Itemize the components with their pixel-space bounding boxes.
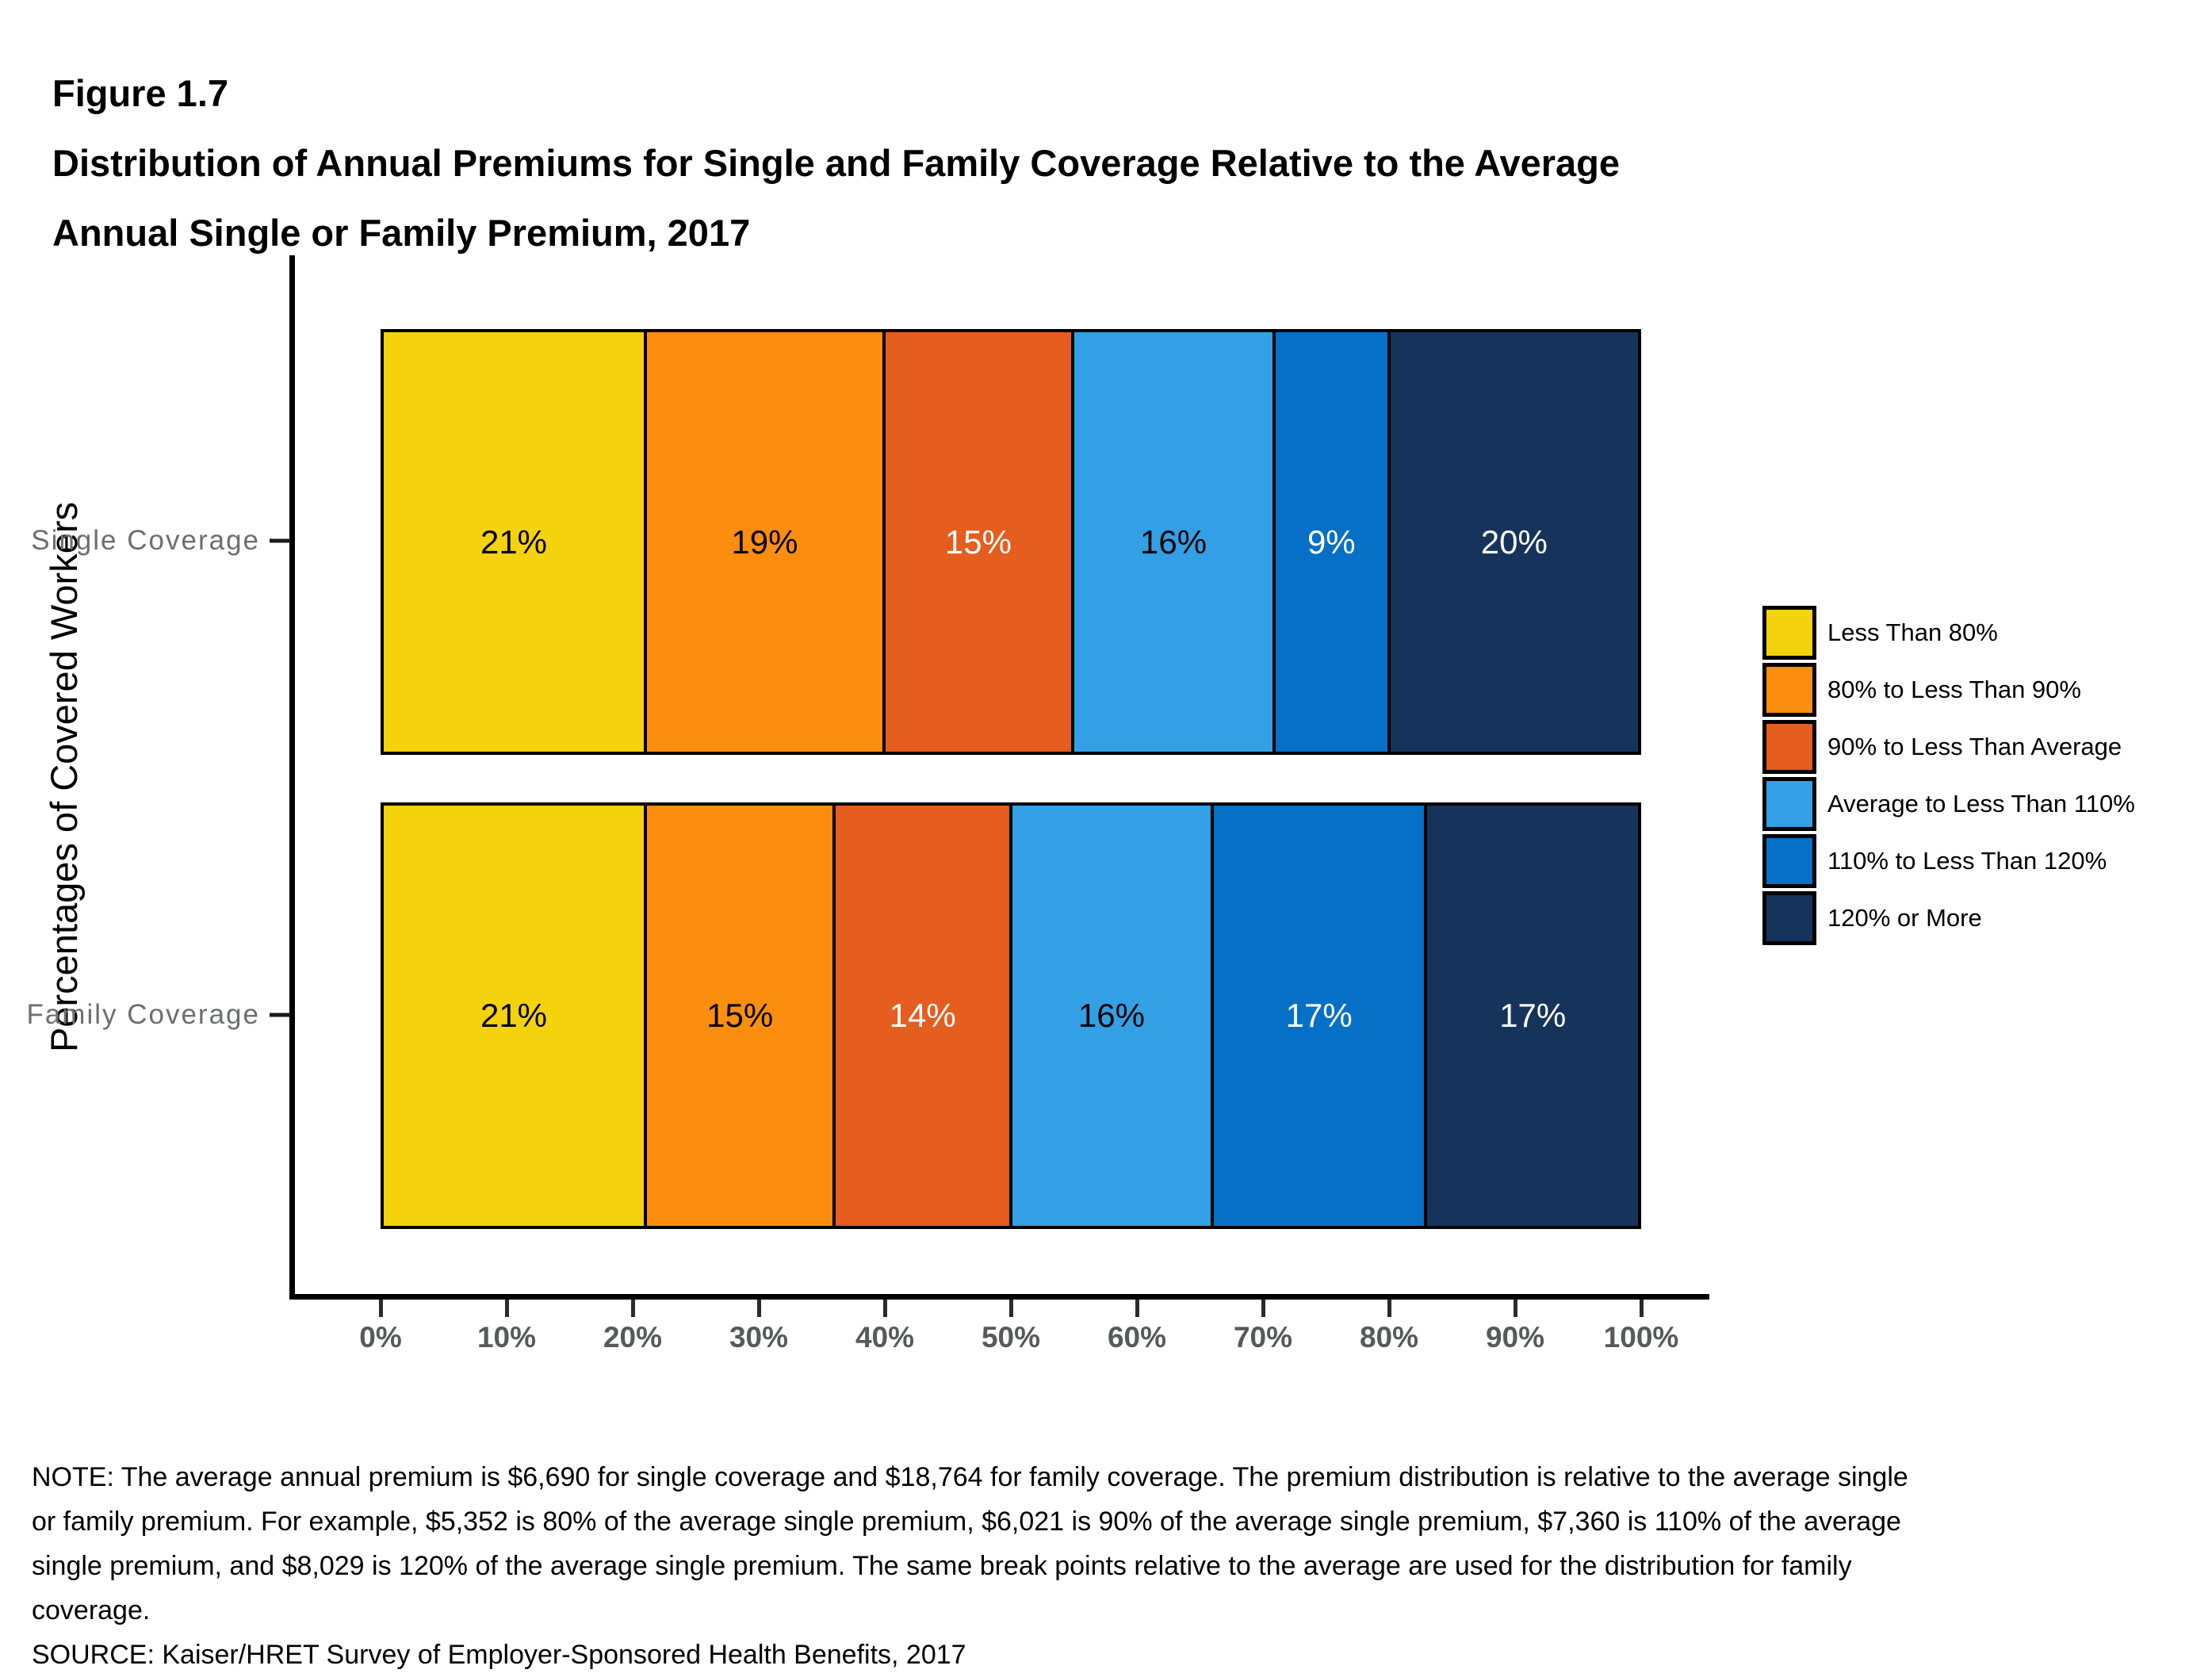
- x-axis-tick-8: [1387, 1300, 1391, 1317]
- x-axis-line: [289, 1294, 1709, 1300]
- x-axis-tick-0: [379, 1300, 383, 1317]
- figure-title-line-1: Distribution of Annual Premiums for Sing…: [52, 142, 1621, 184]
- legend-swatch-5: [1762, 891, 1816, 945]
- x-axis-tick-4: [883, 1300, 887, 1317]
- legend-entry-3: Average to Less Than 110%: [1762, 777, 2135, 831]
- x-axis-tick-7: [1261, 1300, 1265, 1317]
- x-axis-tick-label-4: 40%: [855, 1321, 915, 1353]
- x-axis-tick-label-2: 20%: [603, 1321, 663, 1353]
- bar-segment-family-coverage-series-5: 17%: [1424, 806, 1639, 1226]
- legend-label-5: 120% or More: [1827, 904, 1982, 932]
- x-axis-tick-label-10: 100%: [1603, 1321, 1679, 1353]
- bar-segment-value-label: 19%: [731, 523, 798, 561]
- x-axis-tick-6: [1135, 1300, 1139, 1317]
- source-text: SOURCE: Kaiser/HRET Survey of Employer-S…: [32, 1640, 966, 1670]
- bar-segment-value-label: 15%: [706, 997, 774, 1034]
- x-axis-tick-label-6: 60%: [1107, 1321, 1167, 1353]
- y-axis-tick-0: [270, 538, 290, 543]
- legend-entry-2: 90% to Less Than Average: [1762, 720, 2135, 774]
- legend-entry-1: 80% to Less Than 90%: [1762, 663, 2135, 717]
- x-axis-tick-5: [1009, 1300, 1013, 1317]
- y-axis-title: Percentages of Covered Workers: [42, 501, 85, 1052]
- bar-segment-value-label: 15%: [944, 523, 1012, 561]
- bar-segment-single-coverage-series-3: 16%: [1071, 332, 1273, 752]
- legend-swatch-1: [1762, 663, 1816, 717]
- bar-segment-family-coverage-series-1: 15%: [644, 806, 833, 1226]
- legend-label-1: 80% to Less Than 90%: [1827, 676, 2081, 703]
- x-axis-tick-label-7: 70%: [1233, 1321, 1293, 1353]
- bar-segment-value-label: 21%: [480, 997, 548, 1034]
- bar-single-coverage: 21% 19% 15% 16% 9% 20%: [381, 329, 1641, 755]
- legend-swatch-3: [1762, 777, 1816, 831]
- bar-segment-family-coverage-series-0: 21%: [384, 806, 645, 1226]
- bar-segment-value-label: 14%: [889, 997, 956, 1034]
- bar-family-coverage: 21% 15% 14% 16% 17% 17%: [381, 802, 1641, 1229]
- legend-label-4: 110% to Less Than 120%: [1827, 847, 2107, 875]
- legend-entry-4: 110% to Less Than 120%: [1762, 834, 2135, 888]
- legend-swatch-4: [1762, 834, 1816, 888]
- bar-segment-value-label: 21%: [480, 523, 548, 561]
- bar-segment-value-label: 16%: [1140, 523, 1207, 561]
- legend-swatch-0: [1762, 606, 1816, 660]
- x-axis-tick-label-3: 30%: [729, 1321, 789, 1353]
- y-axis-title-wrap: Percentages of Covered Workers: [32, 262, 95, 1292]
- legend-swatch-2: [1762, 720, 1816, 774]
- bar-segment-family-coverage-series-2: 14%: [832, 806, 1009, 1226]
- bar-segment-value-label: 16%: [1077, 997, 1145, 1034]
- x-axis-tick-label-5: 50%: [981, 1321, 1041, 1353]
- y-axis-tick-1: [270, 1013, 290, 1017]
- bar-segment-single-coverage-series-1: 19%: [644, 332, 882, 752]
- bar-segment-single-coverage-series-4: 9%: [1272, 332, 1387, 752]
- bar-segment-family-coverage-series-4: 17%: [1210, 806, 1425, 1226]
- bar-segment-family-coverage-series-3: 16%: [1009, 806, 1211, 1226]
- x-axis-tick-9: [1514, 1300, 1517, 1317]
- x-axis-tick-2: [631, 1300, 635, 1317]
- x-axis-tick-label-0: 0%: [359, 1321, 402, 1353]
- bar-segment-value-label: 17%: [1499, 997, 1567, 1034]
- category-label-0: Single Coverage: [31, 525, 260, 556]
- x-axis-tick-label-8: 80%: [1359, 1321, 1419, 1353]
- legend-label-3: Average to Less Than 110%: [1827, 790, 2135, 817]
- legend-entry-5: 120% or More: [1762, 891, 2135, 945]
- figure-number: Figure 1.7: [52, 72, 229, 114]
- x-axis-tick-10: [1640, 1300, 1644, 1317]
- category-label-1: Family Coverage: [26, 999, 260, 1030]
- bar-segment-single-coverage-series-5: 20%: [1387, 332, 1638, 752]
- y-axis-line: [289, 255, 295, 1300]
- legend-label-0: Less Than 80%: [1827, 618, 1998, 646]
- x-axis-tick-label-9: 90%: [1485, 1321, 1545, 1353]
- bar-segment-value-label: 20%: [1480, 523, 1548, 561]
- legend: Less Than 80% 80% to Less Than 90% 90% to …: [1762, 606, 2135, 948]
- legend-entry-0: Less Than 80%: [1762, 606, 2135, 660]
- bar-segment-value-label: 17%: [1285, 997, 1353, 1034]
- x-axis-tick-3: [757, 1300, 761, 1317]
- legend-label-2: 90% to Less Than Average: [1827, 733, 2122, 760]
- figure-title-line-2: Annual Single or Family Premium, 2017: [52, 212, 751, 254]
- bar-segment-single-coverage-series-2: 15%: [882, 332, 1072, 752]
- note-text: NOTE: The average annual premium is $6,6…: [32, 1462, 1908, 1625]
- bar-segment-single-coverage-series-0: 21%: [384, 332, 645, 752]
- figure-title-block: Figure 1.7 Distribution of Annual Premiu…: [52, 59, 1620, 268]
- bar-segment-value-label: 9%: [1307, 523, 1356, 561]
- x-axis-tick-label-1: 10%: [476, 1321, 537, 1353]
- x-axis-tick-1: [505, 1300, 509, 1317]
